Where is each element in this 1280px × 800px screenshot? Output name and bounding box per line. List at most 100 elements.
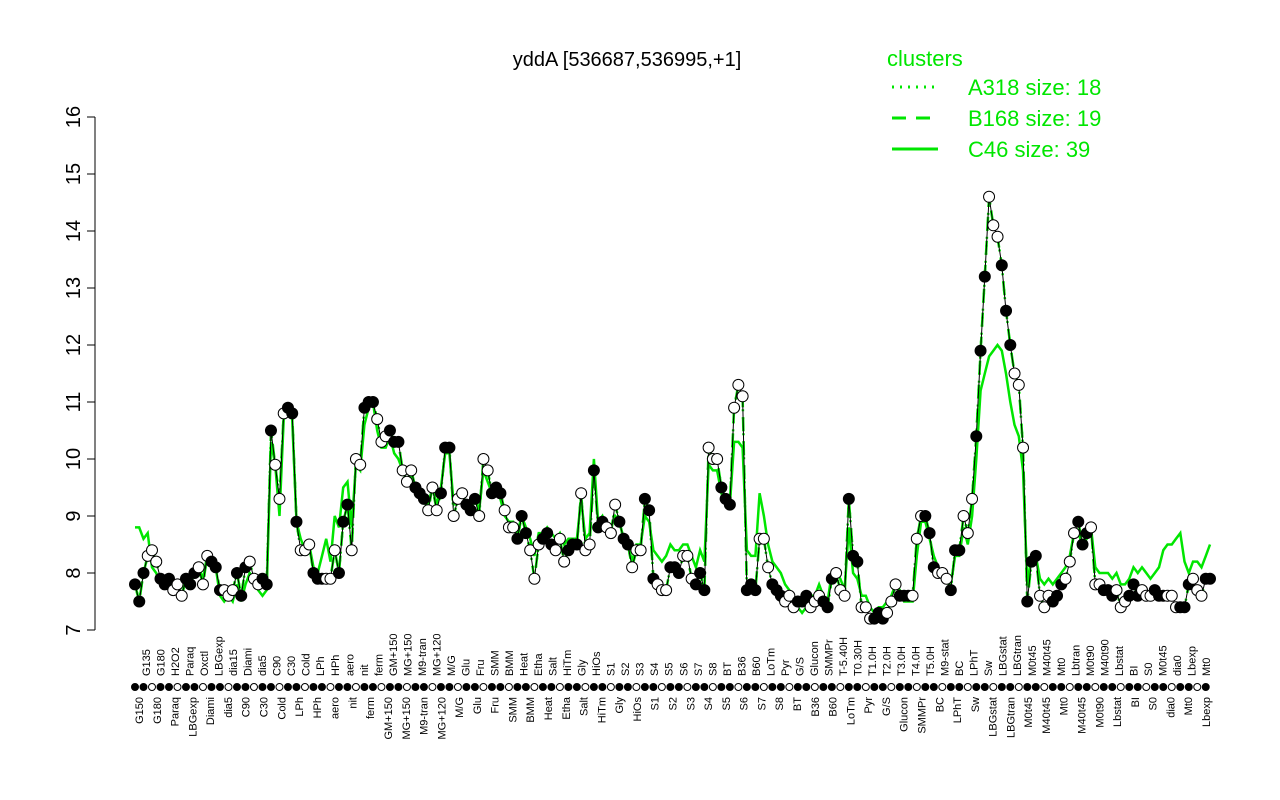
x-tick-label: Lbstat [1114, 646, 1126, 676]
x-tick-label: Etha [561, 696, 573, 720]
x-tick-label: Paraq [170, 697, 182, 726]
data-point [702, 441, 715, 454]
rug-marker [802, 683, 811, 691]
x-tick-label: BMM [504, 650, 516, 676]
data-point [749, 584, 762, 597]
rug-marker [1040, 683, 1049, 691]
x-tick-label: HiOs [632, 697, 644, 722]
data-point [672, 567, 685, 579]
x-tick-label: Diami [205, 697, 217, 725]
x-tick-label: LBGtran [1012, 635, 1024, 676]
rug-marker [1159, 683, 1168, 691]
data-point [434, 487, 447, 500]
data-point [970, 430, 983, 443]
x-tick-label: S5 [721, 697, 733, 710]
data-point [587, 464, 600, 477]
rug-marker [462, 683, 471, 691]
data-point [859, 601, 872, 614]
x-tick-label: LPh [294, 697, 306, 717]
rug-marker [572, 683, 581, 691]
data-point [1085, 521, 1098, 534]
rug-marker [751, 683, 760, 691]
x-tick-label: nit [347, 697, 359, 709]
rug-marker [793, 683, 802, 691]
rug-marker [606, 683, 615, 691]
data-point [494, 487, 507, 500]
data-point [821, 601, 834, 614]
data-point [541, 527, 554, 540]
rug-marker [487, 683, 496, 691]
rug-marker [1023, 683, 1032, 691]
data-point [830, 567, 843, 579]
x-tick-label: ferm [365, 697, 377, 719]
y-tick-label: 9 [63, 510, 85, 521]
x-tick-label: T1.0H [867, 646, 879, 676]
rug-marker [674, 683, 683, 691]
data-point [987, 219, 1000, 232]
data-point [528, 572, 541, 585]
x-tick-label: T4.0H [911, 646, 923, 676]
x-tick-label: HiTm [596, 697, 608, 723]
data-point [732, 378, 745, 391]
rug-marker [589, 683, 598, 691]
x-tick-label: BI [1128, 666, 1140, 676]
rug-marker [649, 683, 658, 691]
rug-marker [708, 683, 717, 691]
x-tick-label: Etha [533, 652, 545, 676]
data-point [524, 544, 537, 557]
rug-marker [844, 683, 853, 691]
rug-marker [232, 683, 241, 691]
x-tick-label: SMM [508, 697, 520, 723]
rug-marker [156, 683, 165, 691]
x-tick-label: M/G [446, 655, 458, 676]
data-point [383, 424, 396, 437]
x-tick-label: SMM [490, 650, 502, 676]
rug-marker [946, 683, 955, 691]
x-tick-label: GM+150 [383, 697, 395, 740]
x-tick-label: Mt0 [1059, 697, 1071, 715]
x-tick-label: LPh [315, 656, 327, 676]
data-point [953, 544, 966, 557]
data-point [354, 458, 367, 471]
y-tick-label: 13 [63, 277, 85, 299]
rug-marker [623, 683, 632, 691]
data-point [885, 595, 898, 608]
rug-marker [1167, 683, 1176, 691]
x-tick-label: T5.0H [925, 646, 937, 676]
rug-marker [139, 683, 148, 691]
rug-marker [921, 683, 930, 691]
data-point [583, 538, 596, 551]
x-tick-label: dia0 [1172, 655, 1184, 676]
rug-marker [309, 683, 318, 691]
rug-marker [734, 683, 743, 691]
data-point [417, 492, 430, 505]
data-point [162, 572, 175, 585]
rug-marker [819, 683, 828, 691]
data-point [757, 532, 770, 545]
x-tick-label: Mt0 [1056, 658, 1068, 676]
x-tick-label: T-5.40H [838, 637, 850, 676]
x-tick-label: S8 [774, 697, 786, 710]
legend-title: clusters [887, 46, 963, 71]
data-point [133, 595, 146, 608]
x-tick-labels-top: G135 G180 H2O2 Paraq Oxctl LBGexp dia15 Diami di… [141, 634, 1213, 677]
data-point [507, 521, 520, 534]
rug-marker [445, 683, 454, 691]
data-point [1204, 572, 1216, 585]
data-point [974, 344, 987, 357]
data-point [838, 589, 851, 602]
rug-marker [989, 683, 998, 691]
data-point [405, 464, 418, 477]
x-tick-label: BI [1130, 697, 1142, 707]
rug-marker [215, 683, 224, 691]
x-tick-label: Glucon [899, 697, 911, 732]
x-tick-label: Gly [577, 659, 589, 676]
x-tick-label: Cold [301, 653, 313, 676]
x-tick-label: M40t45 [1077, 697, 1089, 734]
rug-marker [700, 683, 709, 691]
rug-marker [997, 683, 1006, 691]
rug-marker [564, 683, 573, 691]
data-point [715, 481, 728, 494]
data-point [137, 567, 150, 579]
data-point [1000, 304, 1013, 317]
